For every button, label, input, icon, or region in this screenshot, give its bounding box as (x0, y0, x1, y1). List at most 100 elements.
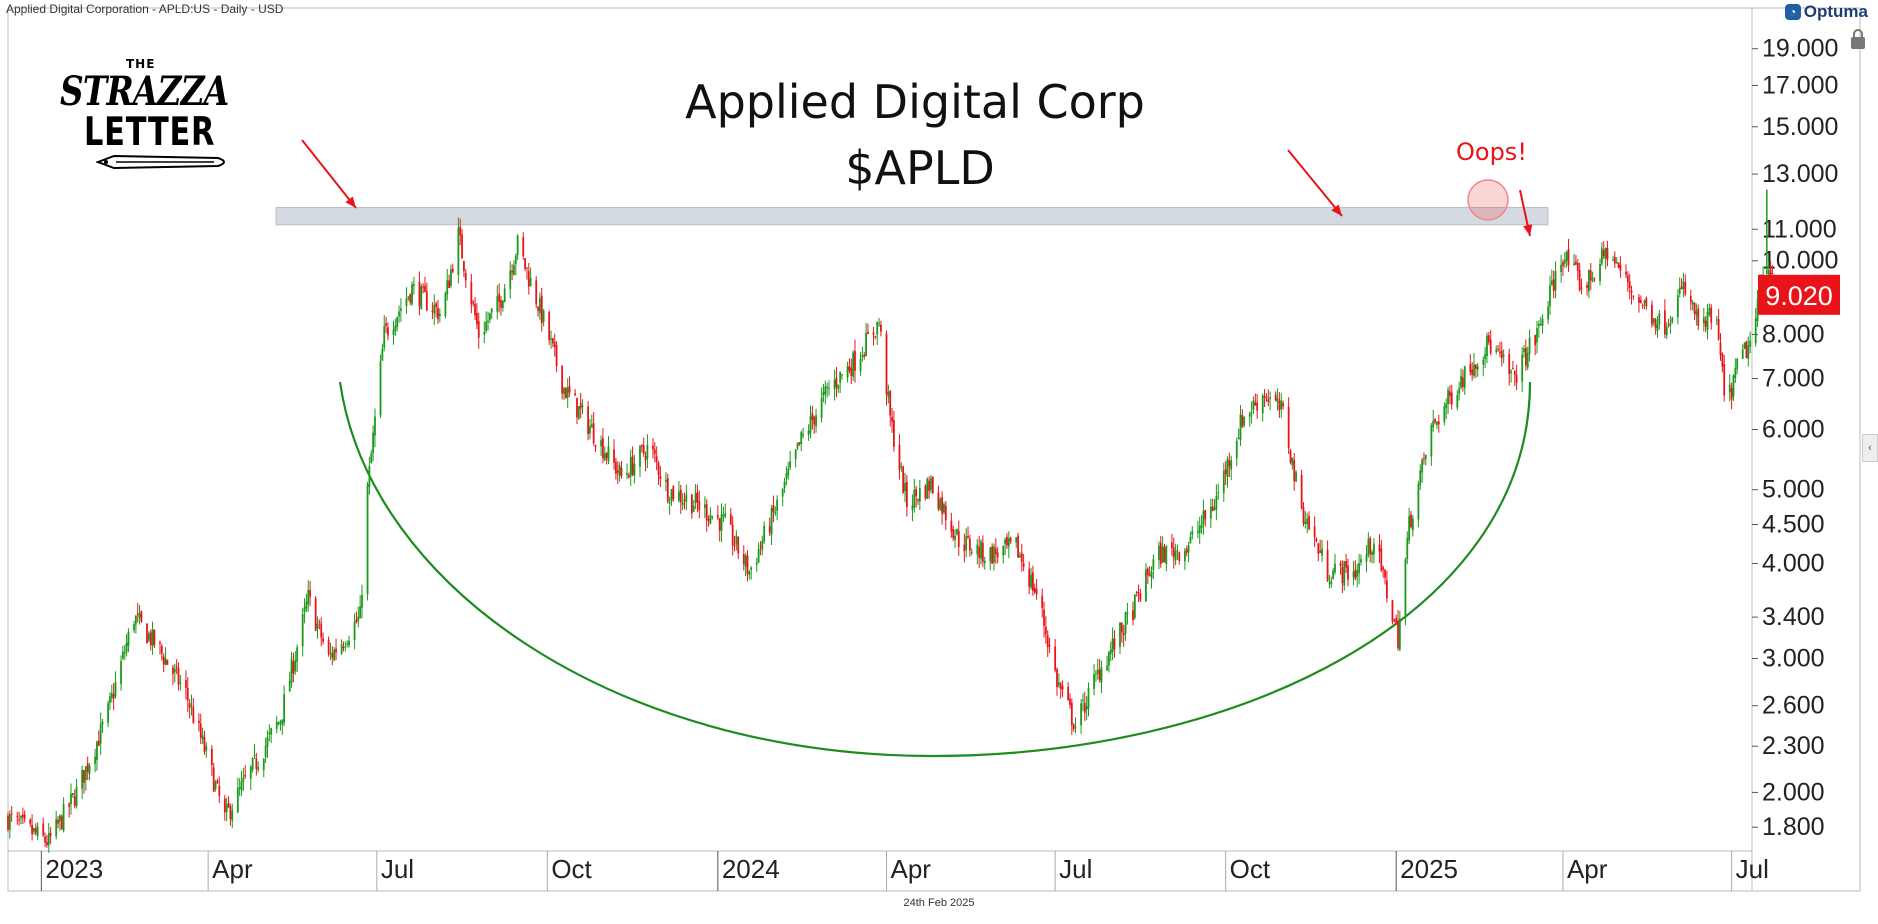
candle-body (822, 391, 825, 396)
candle-body (1502, 355, 1505, 357)
candle-body (1591, 278, 1594, 282)
candle-body (1625, 271, 1627, 275)
candle-body (177, 668, 180, 685)
candle-body (991, 546, 994, 564)
candle-body (1593, 277, 1596, 279)
candle-body (774, 512, 777, 514)
candle-body (1030, 574, 1032, 588)
collapse-arrow-icon[interactable]: ‹ (1862, 434, 1878, 462)
candle-body (618, 465, 621, 476)
candle-body (1252, 400, 1255, 410)
candle-body (835, 377, 838, 387)
candle-body (1743, 342, 1746, 349)
candle-body (1315, 539, 1318, 541)
candle-body (577, 406, 580, 420)
candle-body (943, 503, 945, 513)
annotation-arrow-right (1287, 149, 1343, 217)
candle-body (900, 466, 903, 468)
candle-body (192, 707, 195, 723)
candle-body (633, 463, 636, 476)
candle-body (225, 804, 228, 813)
x-tick-label: 2023 (45, 854, 103, 884)
candle-body (1345, 561, 1348, 568)
candle-body (681, 502, 684, 506)
candle-body (652, 445, 654, 450)
candle-body (1395, 618, 1398, 623)
candle-body (1756, 298, 1759, 322)
candle-body (1096, 669, 1099, 674)
candle-body (88, 765, 91, 774)
candle-body (1734, 367, 1737, 378)
candle-body (450, 269, 452, 286)
candle-body (729, 513, 732, 525)
candle-body (854, 350, 856, 371)
candle-body (759, 546, 762, 548)
candle-body (498, 293, 501, 302)
candle-body (514, 255, 517, 264)
candle-body (605, 452, 608, 458)
candle-body (1476, 366, 1479, 370)
candle-body (564, 388, 567, 399)
candle-body (437, 307, 439, 320)
candle-body (331, 652, 334, 658)
candle-body (172, 667, 174, 674)
candle-body (1461, 377, 1464, 387)
candle-body (772, 505, 775, 512)
y-tick-label: 8.000 (1762, 320, 1825, 348)
candle-body (826, 386, 829, 388)
candle-body (1119, 622, 1121, 647)
candle-body (138, 613, 141, 618)
candle-body (470, 281, 473, 305)
candle-body (290, 659, 293, 683)
candle-body (433, 304, 436, 314)
candle-body (1276, 398, 1279, 402)
candle-body (833, 379, 836, 390)
candle-body (1408, 516, 1411, 541)
candle-body (1456, 395, 1459, 408)
candle-body (400, 308, 402, 311)
candle-body (31, 824, 33, 835)
candle-body (665, 479, 667, 482)
candle-body (1321, 548, 1323, 556)
candle-body (1393, 620, 1396, 622)
candle-body (1693, 302, 1696, 314)
candle-body (1680, 286, 1683, 289)
candle-body (1508, 353, 1511, 374)
candle-body (322, 638, 324, 642)
candle-body (924, 486, 927, 499)
candle-body (566, 387, 569, 398)
candle-body (1185, 548, 1188, 553)
candle-body (1308, 516, 1310, 530)
candle-body (1604, 247, 1607, 259)
candle-body (640, 445, 643, 447)
candle-body (1397, 621, 1399, 649)
x-tick-label: Oct (551, 854, 592, 884)
candle-body (1682, 281, 1685, 289)
candle-body (627, 475, 630, 478)
candle-body (214, 781, 217, 790)
candle-body (711, 516, 714, 518)
candle-body (372, 432, 375, 454)
candle-body (644, 456, 647, 461)
y-tick-label: 3.000 (1762, 644, 1825, 672)
candle-body (29, 819, 32, 824)
lock-icon[interactable] (1849, 28, 1867, 50)
candle-body (526, 267, 528, 269)
candle-body (548, 312, 551, 341)
candle-body (563, 388, 565, 395)
candle-body (1213, 507, 1216, 510)
candle-body (513, 264, 515, 276)
candle-body (692, 505, 695, 512)
candle-body (1704, 320, 1707, 327)
candle-body (705, 504, 708, 521)
candle-body (1576, 263, 1579, 271)
candle-body (1630, 290, 1633, 293)
candle-body (1599, 263, 1601, 281)
candle-body (1445, 403, 1448, 408)
candle-body (1174, 550, 1177, 561)
candle-body (980, 541, 982, 559)
candle-body (1771, 273, 1774, 275)
candle-body (1022, 563, 1025, 567)
candle-body (1524, 347, 1527, 366)
candle-body (1632, 295, 1635, 297)
